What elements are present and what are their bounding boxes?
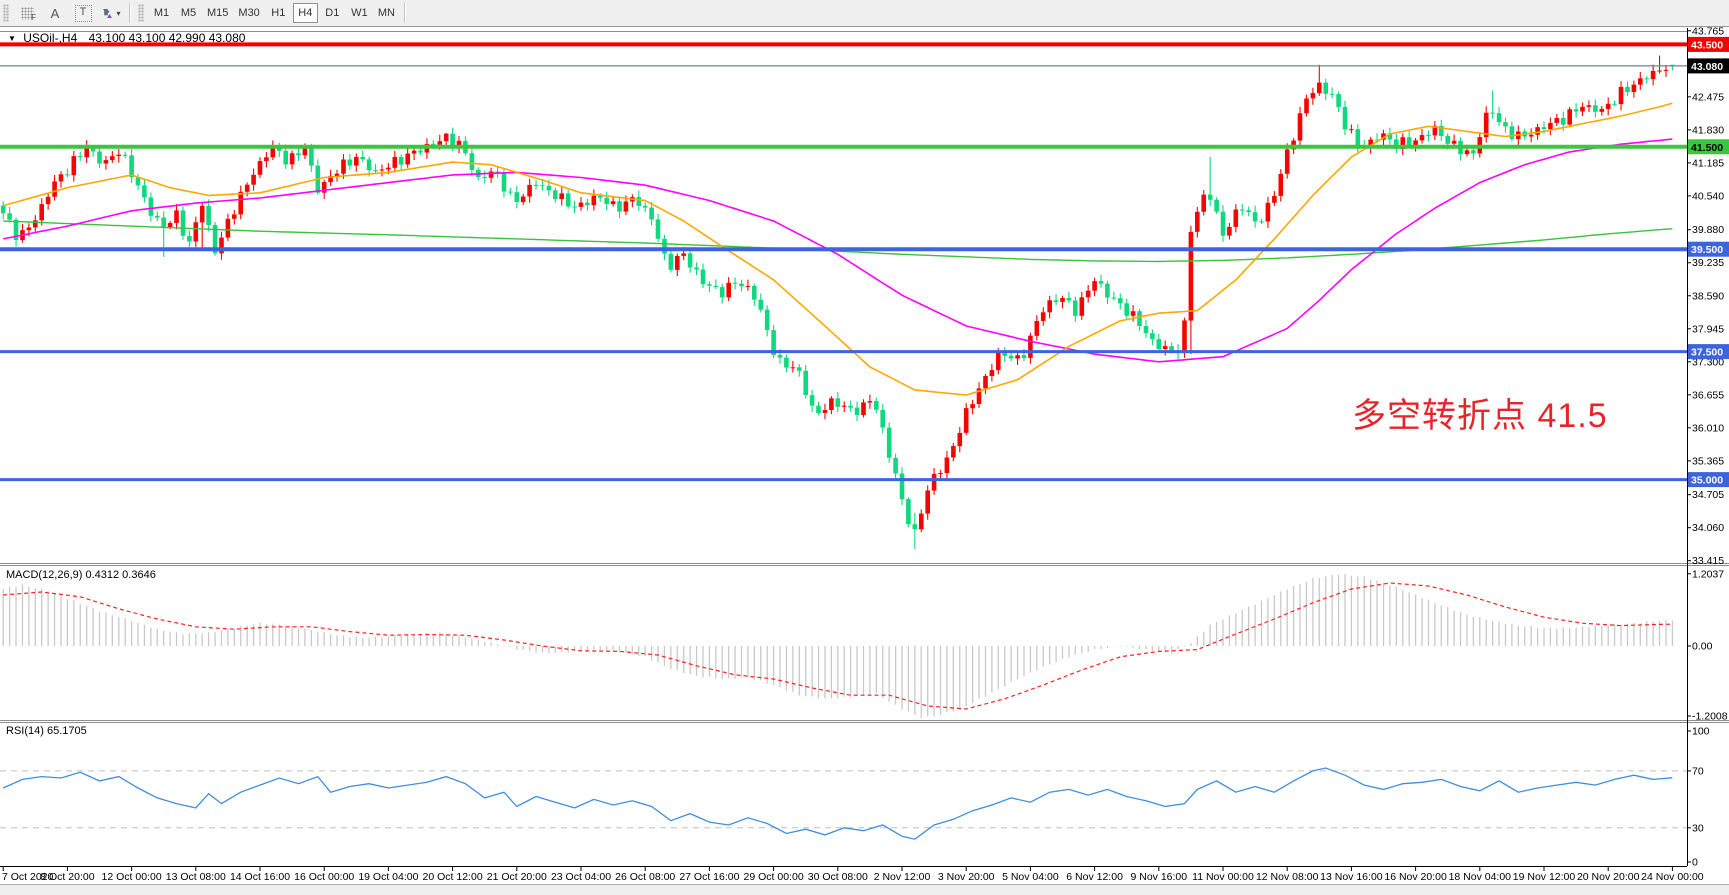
font-grid-letter: F xyxy=(31,13,36,22)
price-axis-label: 40.540 xyxy=(1692,190,1724,202)
price-axis-label: 36.010 xyxy=(1692,422,1724,434)
timeframe-button-group: M1 M5 M15 M30 H1 H4 D1 W1 MN xyxy=(148,3,400,23)
time-axis-label: 14 Oct 16:00 xyxy=(230,871,290,883)
time-axis-label: 23 Oct 04:00 xyxy=(551,871,611,883)
time-axis-label: 19 Nov 12:00 xyxy=(1513,871,1576,883)
time-axis-label: 30 Oct 08:00 xyxy=(808,871,868,883)
timeframe-button-m1[interactable]: M1 xyxy=(149,3,174,23)
time-axis-label: 16 Nov 20:00 xyxy=(1384,871,1447,883)
time-axis-label: 2 Nov 12:00 xyxy=(874,871,931,883)
price-axis-label: 34.060 xyxy=(1692,522,1724,534)
time-axis-label: 18 Nov 04:00 xyxy=(1449,871,1512,883)
price-axis-label: 37.300 xyxy=(1692,356,1724,368)
rsi-axis-label: 0 xyxy=(1692,857,1698,869)
ma-mid-line xyxy=(3,138,1673,363)
time-axis-label: 27 Oct 16:00 xyxy=(679,871,739,883)
toolbar-grip[interactable] xyxy=(3,4,9,22)
current-price-pill-bg xyxy=(1688,58,1729,74)
time-axis-label: 3 Nov 20:00 xyxy=(938,871,995,883)
price-axis-label: 39.235 xyxy=(1692,257,1724,269)
time-axis-label: 11 Nov 00:00 xyxy=(1192,871,1254,883)
timeframe-button-h4[interactable]: H4 xyxy=(292,3,318,23)
dot-grid-glyph xyxy=(20,6,34,20)
price-axis-label: 33.415 xyxy=(1692,555,1724,567)
rsi-line xyxy=(2,767,1673,840)
macd-signal-line xyxy=(3,582,1673,710)
toolbar-grip-2[interactable] xyxy=(138,4,144,22)
time-axis-label: 24 Nov 00:00 xyxy=(1641,871,1704,883)
time-axis-label: 13 Oct 08:00 xyxy=(166,871,226,883)
text-label-icon[interactable]: A xyxy=(42,2,68,24)
time-axis-label: 12 Oct 00:00 xyxy=(102,871,162,883)
candlestick-series xyxy=(0,55,1675,550)
price-axis-label: 43.765 xyxy=(1692,25,1724,37)
toolbar-separator xyxy=(129,3,131,23)
time-axis-label: 20 Oct 12:00 xyxy=(423,871,483,883)
price-pill-35.000-bg xyxy=(1688,472,1729,488)
timeframe-button-w1[interactable]: W1 xyxy=(347,3,372,23)
time-axis-label: 20 Nov 20:00 xyxy=(1577,871,1640,883)
time-axis-label: 16 Oct 00:00 xyxy=(294,871,354,883)
price-axis-label: 41.185 xyxy=(1692,157,1724,169)
price-axis-label: 38.590 xyxy=(1692,290,1724,302)
price-pill-43.500: 43.500 xyxy=(1691,39,1723,51)
price-axis-label: 42.475 xyxy=(1692,91,1724,103)
time-axis-label: 12 Nov 08:00 xyxy=(1256,871,1319,883)
price-pill-41.500-bg xyxy=(1688,139,1729,155)
arrows-glyph xyxy=(103,8,113,18)
time-axis-label: 7 Oct 2020 xyxy=(2,871,54,883)
price-axis-label: 34.705 xyxy=(1692,489,1724,501)
price-pill-39.500: 39.500 xyxy=(1691,244,1723,256)
price-axis-label: 35.365 xyxy=(1692,455,1724,467)
price-axis-label: 37.945 xyxy=(1692,323,1724,335)
current-price-pill: 43.080 xyxy=(1691,61,1723,73)
macd-axis-label: 1.2037 xyxy=(1692,568,1724,580)
macd-axis-label: -1.2008 xyxy=(1692,711,1728,723)
time-axis-label: 8 Oct 20:00 xyxy=(40,871,94,883)
price-pill-43.500-bg xyxy=(1688,36,1729,52)
price-pill-37.500-bg xyxy=(1688,344,1729,360)
rsi-axis-label: 100 xyxy=(1692,726,1710,738)
rsi-axis-label: 70 xyxy=(1692,765,1704,777)
price-pill-35.000: 35.000 xyxy=(1691,475,1723,487)
price-pill-37.500: 37.500 xyxy=(1691,347,1723,359)
price-axis-label: 41.830 xyxy=(1692,124,1724,136)
price-axis-label: 36.655 xyxy=(1692,389,1724,401)
top-toolbar: F A T ▾ M1 M5 M15 M30 H1 H4 D1 W1 MN xyxy=(0,0,1729,27)
price-axis-label: 39.880 xyxy=(1692,224,1724,236)
timeframe-button-m30[interactable]: M30 xyxy=(234,3,263,23)
bottom-status-strip xyxy=(0,884,1729,895)
price-pill-39.500-bg xyxy=(1688,241,1729,257)
text-box-icon[interactable]: T xyxy=(70,2,96,24)
time-axis-label: 5 Nov 04:00 xyxy=(1002,871,1059,883)
timeframe-button-mn[interactable]: MN xyxy=(374,3,399,23)
arrows-dropdown-icon[interactable]: ▾ xyxy=(98,2,124,24)
timeframe-button-m15[interactable]: M15 xyxy=(203,3,232,23)
chevron-down-icon: ▾ xyxy=(116,8,121,18)
ma-fast-line xyxy=(2,102,1673,396)
time-axis-label: 6 Nov 12:00 xyxy=(1066,871,1123,883)
price-pill-41.500: 41.500 xyxy=(1691,142,1723,154)
macd-axis-label: 0.00 xyxy=(1692,641,1713,653)
timeframe-button-d1[interactable]: D1 xyxy=(320,3,345,23)
rsi-axis-label: 30 xyxy=(1692,822,1704,834)
time-axis-label: 13 Nov 16:00 xyxy=(1320,871,1383,883)
time-axis-label: 9 Nov 16:00 xyxy=(1130,871,1187,883)
time-axis-label: 29 Oct 00:00 xyxy=(744,871,804,883)
font-grid-icon[interactable]: F xyxy=(14,2,40,24)
time-axis-label: 19 Oct 04:00 xyxy=(358,871,418,883)
macd-histogram xyxy=(2,574,1674,718)
toolbar-separator-2 xyxy=(403,3,406,23)
ma-slow-line xyxy=(3,220,1673,263)
timeframe-button-m5[interactable]: M5 xyxy=(176,3,201,23)
time-axis-label: 21 Oct 20:00 xyxy=(487,871,547,883)
time-axis-label: 26 Oct 08:00 xyxy=(615,871,675,883)
timeframe-button-h1[interactable]: H1 xyxy=(266,3,291,23)
